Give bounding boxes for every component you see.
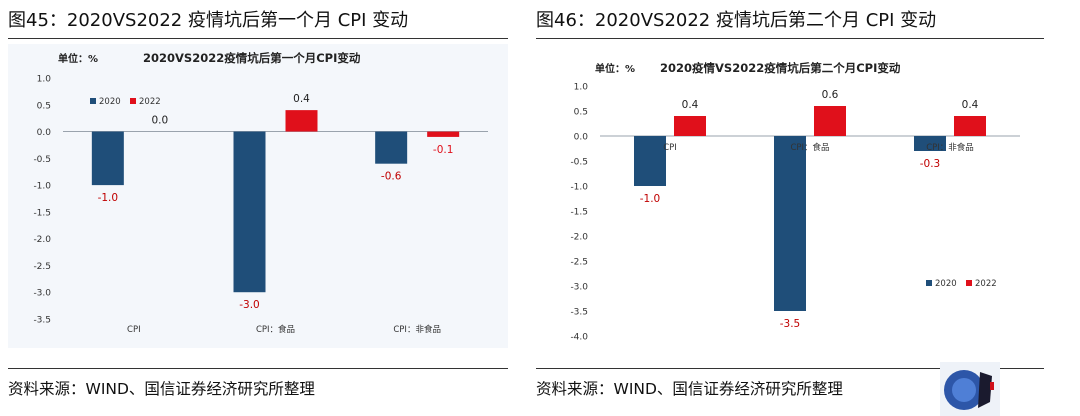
- y-tick-label: -2.5: [570, 258, 588, 268]
- data-label-2020-2: -0.6: [381, 171, 402, 183]
- category-label-2: CPI：非食品: [393, 324, 441, 335]
- data-label-2022-1: 0.4: [293, 93, 310, 105]
- figure-45-bottom-rule: [8, 368, 508, 369]
- y-tick-label: -1.5: [570, 208, 588, 218]
- bar-2022-0: [674, 116, 706, 136]
- chart-title: 2020VS2022疫情坑后第一个月CPI变动: [143, 51, 361, 65]
- y-tick-label: -0.5: [33, 155, 51, 165]
- y-tick-label: -2.5: [33, 262, 51, 272]
- bar-2020-1: [233, 131, 266, 293]
- y-tick-label: 1.0: [37, 75, 52, 85]
- figure-45-top-rule: [8, 38, 508, 39]
- figure-46-source: 资料来源：WIND、国信证券经济研究所整理: [536, 380, 843, 398]
- bar-2022-1: [814, 106, 846, 136]
- y-tick-label: -2.0: [570, 233, 588, 243]
- legend-label-2022: 2022: [139, 97, 161, 107]
- y-tick-label: -3.5: [570, 308, 588, 318]
- chart-title: 2020疫情VS2022疫情坑后第二个月CPI变动: [660, 61, 901, 75]
- y-tick-label: -0.5: [570, 158, 588, 168]
- y-tick-label: -1.5: [33, 208, 51, 218]
- legend-swatch-2020: [90, 98, 96, 104]
- figure-46-bottom-rule: [536, 368, 1044, 369]
- bar-2020-1: [774, 136, 806, 311]
- data-label-2020-1: -3.5: [780, 318, 801, 330]
- y-tick-label: -1.0: [570, 183, 588, 193]
- category-label-1: CPI：食品: [256, 324, 295, 335]
- bar-2020-2: [914, 136, 946, 151]
- y-tick-label: -2.0: [33, 235, 51, 245]
- y-tick-label: -4.0: [570, 333, 588, 343]
- legend-swatch-2022: [130, 98, 136, 104]
- y-tick-label: -3.0: [33, 289, 51, 299]
- figure-45-chart: 单位：% 2020VS2022疫情坑后第一个月CPI变动 1.0 0.5 0.0 -0.5…: [33, 51, 488, 335]
- data-label-2020-2: -0.3: [920, 158, 941, 170]
- data-label-2020-1: -3.0: [239, 299, 260, 311]
- bar-2022-2: [427, 131, 460, 137]
- bar-2020-0: [91, 131, 124, 186]
- figure-46-title: 图46：2020VS2022 疫情坑后第二个月 CPI 变动: [536, 10, 937, 31]
- y-tick-label: 0.0: [37, 128, 52, 138]
- figure-46-panel: 图46：2020VS2022 疫情坑后第二个月 CPI 变动 单位：% 2020疫…: [536, 0, 1046, 416]
- category-label-0: CPI: [127, 325, 141, 335]
- category-label-1: CPI：食品: [790, 142, 829, 153]
- figure-46-chart: 单位：% 2020疫情VS2022疫情坑后第二个月CPI变动 1.0 0.5 0.0 -0…: [570, 61, 1020, 343]
- figure-45-source: 资料来源：WIND、国信证券经济研究所整理: [8, 380, 315, 398]
- bar-2020-0: [634, 136, 666, 186]
- y-tick-label: 0.5: [574, 108, 588, 118]
- legend-label-2022: 2022: [975, 279, 997, 289]
- bar-2022-2: [954, 116, 986, 136]
- category-label-2: CPI：非食品: [926, 142, 974, 153]
- legend-swatch-2020: [926, 280, 932, 286]
- figure-45-chart-area: 单位：% 2020VS2022疫情坑后第一个月CPI变动 1.0 0.5 0.0 -0.5…: [8, 44, 508, 348]
- data-label-2022-1: 0.6: [822, 89, 839, 101]
- bar-2022-1: [285, 110, 318, 132]
- unit-label: 单位：%: [58, 52, 98, 65]
- y-tick-label: -1.0: [33, 182, 51, 192]
- data-label-2020-0: -1.0: [640, 193, 661, 205]
- legend-label-2020: 2020: [99, 97, 121, 107]
- publisher-logo-icon: [940, 362, 1000, 416]
- figure-46-top-rule: [536, 38, 1044, 39]
- unit-label: 单位：%: [595, 62, 635, 75]
- data-label-2022-0: 0.0: [151, 115, 168, 127]
- y-tick-label: -3.0: [570, 283, 588, 293]
- figure-46-chart-area: 单位：% 2020疫情VS2022疫情坑后第二个月CPI变动 1.0 0.5 0.0 -0…: [550, 44, 1030, 356]
- figure-45-title: 图45：2020VS2022 疫情坑后第一个月 CPI 变动: [8, 10, 409, 31]
- y-tick-label: -3.5: [33, 316, 51, 326]
- legend-label-2020: 2020: [935, 279, 957, 289]
- category-label-0: CPI: [663, 143, 677, 153]
- legend-swatch-2022: [966, 280, 972, 286]
- data-label-2020-0: -1.0: [98, 192, 119, 204]
- y-tick-label: 1.0: [574, 83, 589, 93]
- y-tick-label: 0.5: [37, 101, 51, 111]
- y-tick-label: 0.0: [574, 133, 589, 143]
- figure-45-panel: 图45：2020VS2022 疫情坑后第一个月 CPI 变动 单位：% 2020V…: [8, 0, 518, 416]
- data-label-2022-0: 0.4: [682, 99, 699, 111]
- data-label-2022-2: -0.1: [433, 144, 454, 156]
- bar-2020-2: [375, 131, 408, 164]
- data-label-2022-2: 0.4: [962, 99, 979, 111]
